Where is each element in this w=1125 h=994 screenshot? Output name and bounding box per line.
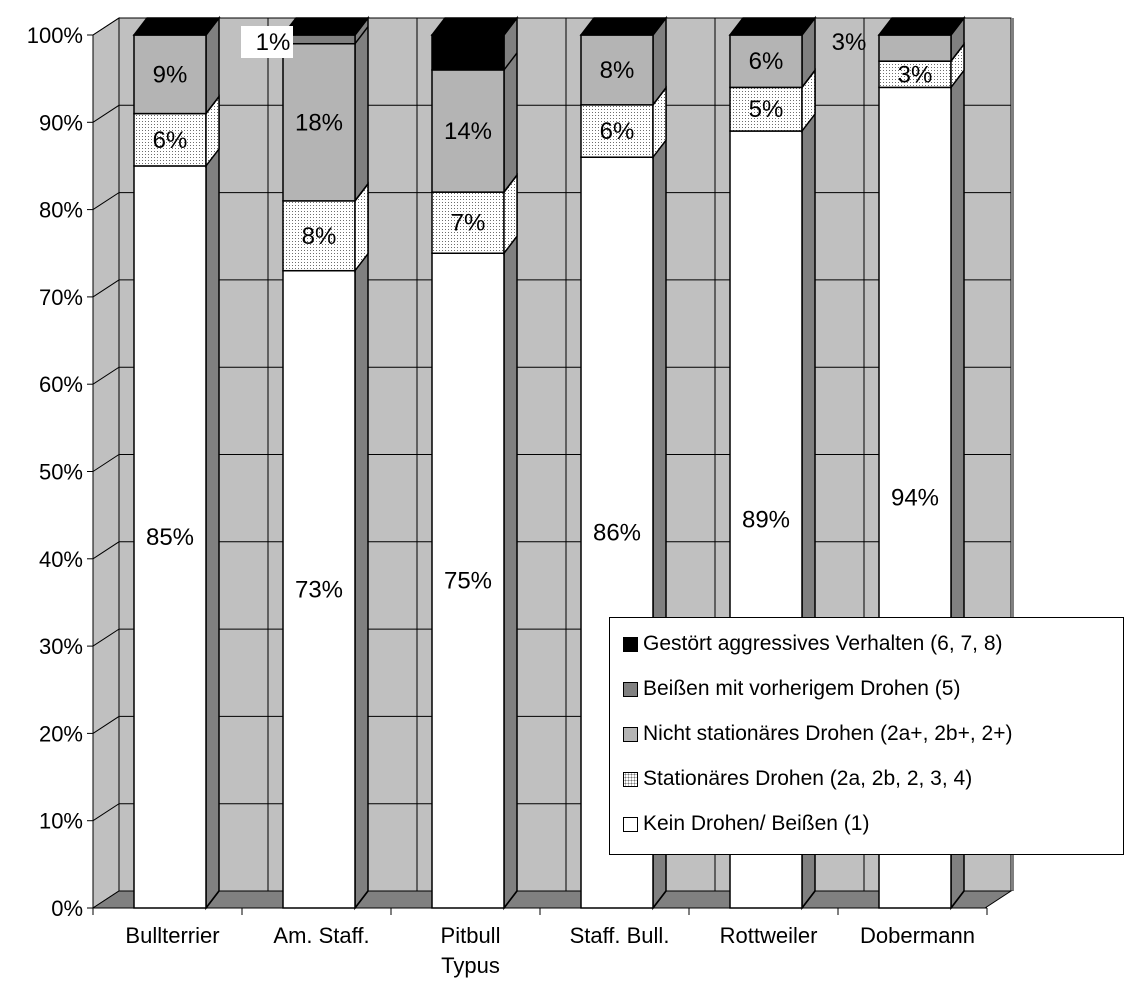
data-label: 94% xyxy=(891,485,939,512)
bar-segment xyxy=(729,86,803,132)
data-label: 75% xyxy=(444,568,492,595)
x-tick-label: Am. Staff. xyxy=(273,923,369,948)
bar-top xyxy=(132,17,221,36)
bar-side-edge xyxy=(205,890,220,909)
bar-segment xyxy=(431,69,505,193)
legend-label: Stationäres Drohen (2a, 2b, 2, 3, 4) xyxy=(643,767,973,790)
data-label: 3% xyxy=(898,61,933,88)
legend-label: Nicht stationäres Drohen (2a+, 2b+, 2+) xyxy=(643,722,1013,745)
legend-label: Gestört aggressives Verhalten (6, 7, 8) xyxy=(643,632,1003,655)
legend-swatch xyxy=(623,771,638,787)
bar-side-edge xyxy=(205,96,220,115)
y-tick-label: 30% xyxy=(39,634,83,659)
bar-top xyxy=(877,17,966,36)
legend-item: Nicht stationäres Drohen (2a+, 2b+, 2+) xyxy=(623,722,1012,746)
y-tick-label: 100% xyxy=(27,23,83,48)
bar-side xyxy=(503,15,518,911)
legend-swatch xyxy=(623,681,638,697)
bar-side-edge xyxy=(801,69,816,88)
bar-side xyxy=(354,15,369,911)
bar-segment xyxy=(431,191,505,254)
legend-swatch xyxy=(623,636,638,652)
y-tick-label: 90% xyxy=(39,110,83,135)
data-label: 6% xyxy=(600,118,635,145)
bar-top xyxy=(728,17,817,36)
data-label: 5% xyxy=(749,96,784,123)
bar-side-edge xyxy=(354,183,369,202)
bar-side-edge xyxy=(503,52,518,71)
data-label: 89% xyxy=(742,507,790,534)
label-bg xyxy=(241,26,293,58)
data-label: 4% xyxy=(437,29,472,56)
x-tick-label: Dobermann xyxy=(860,923,975,948)
bar-segment xyxy=(580,104,654,158)
legend-item: Kein Drohen/ Beißen (1) xyxy=(623,812,869,836)
legend: Gestört aggressives Verhalten (6, 7, 8) B… xyxy=(609,617,1124,855)
data-label: 18% xyxy=(295,109,343,136)
bar-side-edge xyxy=(950,890,965,909)
axes: 0% 10% 20% 30% 40% 50% 60% 70% 80% 90% 100% Bullter… xyxy=(27,23,988,978)
bar-segment xyxy=(431,252,505,909)
y-tick-label: 20% xyxy=(39,721,83,746)
bar-segment xyxy=(282,200,356,272)
bar-side-edge xyxy=(354,890,369,909)
legend-swatch xyxy=(623,726,638,742)
floor xyxy=(91,890,1013,909)
y-tick-label: 40% xyxy=(39,547,83,572)
data-labels: 85% 6% 9% 73% 8% 18% 1% 75% 7% 14% 4% 86% 6% 8% 89% 5% 6… xyxy=(146,26,939,603)
y-tick-label: 60% xyxy=(39,372,83,397)
data-label: 86% xyxy=(593,520,641,547)
data-label: 9% xyxy=(153,61,188,88)
y-tick-label: 80% xyxy=(39,198,83,223)
bar-segment xyxy=(133,34,207,115)
y-tick-label: 50% xyxy=(39,460,83,485)
bar-side-edge xyxy=(354,26,369,45)
data-label: 8% xyxy=(600,57,635,84)
bar-segment xyxy=(133,165,207,909)
bar-segment xyxy=(729,34,803,89)
legend-label: Kein Drohen/ Beißen (1) xyxy=(643,812,870,835)
data-label: 73% xyxy=(295,576,343,603)
x-tick-label: Rottweiler xyxy=(720,923,818,948)
legend-swatch xyxy=(623,816,638,832)
bar-top xyxy=(430,17,519,36)
bar-side-edge xyxy=(503,174,518,193)
data-label: 1% xyxy=(256,29,291,56)
data-label: 8% xyxy=(302,223,337,250)
bar-segment xyxy=(878,60,952,89)
legend-item: Beißen mit vorherigem Drohen (5) xyxy=(623,677,960,701)
bar-top xyxy=(579,17,668,36)
bar-side-edge xyxy=(503,890,518,909)
bar-side-edge xyxy=(801,890,816,909)
bar-segment xyxy=(878,34,952,62)
data-label: 6% xyxy=(749,48,784,75)
x-tick-label: Bullterrier xyxy=(125,923,219,948)
legend-item: Gestört aggressives Verhalten (6, 7, 8) xyxy=(623,632,1003,656)
y-tick-label: 0% xyxy=(51,896,83,921)
bar-segment xyxy=(282,269,356,909)
data-label: 85% xyxy=(146,524,194,551)
bar-side-edge xyxy=(950,43,965,62)
data-label: 6% xyxy=(153,127,188,154)
x-tick-label: Pitbull Typus xyxy=(441,923,501,978)
legend-item: Stationäres Drohen (2a, 2b, 2, 3, 4) xyxy=(623,767,972,791)
bar-segment xyxy=(282,34,356,45)
y-tick-label: 70% xyxy=(39,285,83,310)
data-label: 14% xyxy=(444,118,492,145)
bar-side-edge xyxy=(652,87,667,106)
data-label: 3% xyxy=(832,29,867,56)
bar-side-edge xyxy=(652,890,667,909)
data-label: 7% xyxy=(451,210,486,237)
legend-label: Beißen mit vorherigem Drohen (5) xyxy=(643,677,961,700)
x-tick-label: Staff. Bull. xyxy=(570,923,670,948)
y-tick-label: 10% xyxy=(39,809,83,834)
bar-top xyxy=(281,17,370,36)
